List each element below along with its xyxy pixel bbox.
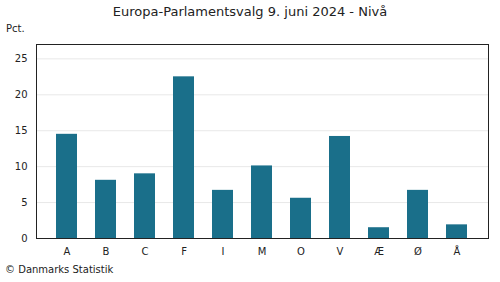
svg-text:Æ: Æ [374, 246, 384, 257]
svg-text:M: M [258, 246, 267, 257]
svg-text:V: V [337, 246, 344, 257]
svg-text:C: C [142, 246, 149, 257]
svg-text:20: 20 [15, 89, 28, 100]
svg-text:F: F [181, 246, 187, 257]
svg-text:I: I [222, 246, 225, 257]
html-text:© Danmarks Statistik: © Danmarks Statistik [5, 264, 114, 275]
svg-text:Ø: Ø [414, 246, 422, 257]
svg-text:5: 5 [21, 197, 27, 208]
svg-text:25: 25 [15, 53, 28, 64]
svg-text:15: 15 [15, 125, 28, 136]
svg-text:B: B [103, 246, 110, 257]
svg-text:O: O [297, 246, 305, 257]
svg-text:0: 0 [21, 233, 27, 244]
html-text:Pct.: Pct. [6, 23, 25, 34]
html-text:Europa-Parlamentsvalg 9. juni: Europa-Parlamentsvalg 9. juni 2024 - Niv… [112, 4, 388, 19]
svg-text:10: 10 [15, 161, 28, 172]
svg-text:Å: Å [454, 245, 461, 257]
svg-text:A: A [64, 246, 71, 257]
